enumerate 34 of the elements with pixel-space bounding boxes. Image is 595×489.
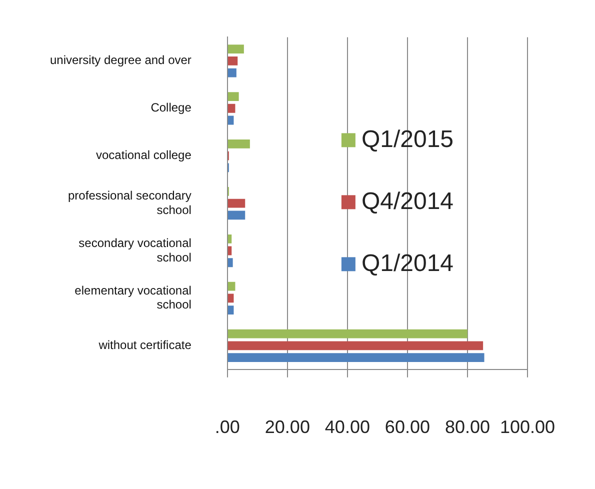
x-tick-label: 40.00 [324,417,370,438]
y-tick-label: elementary vocational school [74,283,192,312]
y-tick-label: professional secondary school [68,188,192,217]
x-tick-label: 80.00 [444,417,490,438]
legend-label: Q1/2014 [361,250,454,277]
bar [228,294,234,303]
bar [228,116,234,125]
y-tick-label: vocational college [96,148,192,162]
y-tick-label: without certificate [98,338,192,352]
bar [228,258,233,268]
bar [228,234,232,244]
bar [228,198,246,208]
legend-label: Q1/2015 [361,126,454,153]
x-tick-label: 20.00 [264,417,310,438]
bar [228,353,484,362]
bar [228,92,239,101]
bar [228,44,244,54]
legend-label: Q4/2014 [361,188,454,215]
bar [228,104,236,113]
bar [228,341,484,350]
bar [228,140,250,148]
y-tick-label: university degree and over [50,53,192,68]
bar [228,329,468,338]
x-tick-label: 100.00 [500,417,556,438]
y-tick-label: College [150,100,192,115]
bar [228,306,234,315]
y-tick-label: secondary vocational school [78,236,192,264]
x-tick-label: 60.00 [384,417,430,438]
bar [228,246,232,256]
bar [228,56,238,66]
x-tick-label: .00 [214,417,240,438]
bar [228,210,246,220]
bar [228,282,236,291]
bar [228,68,236,78]
